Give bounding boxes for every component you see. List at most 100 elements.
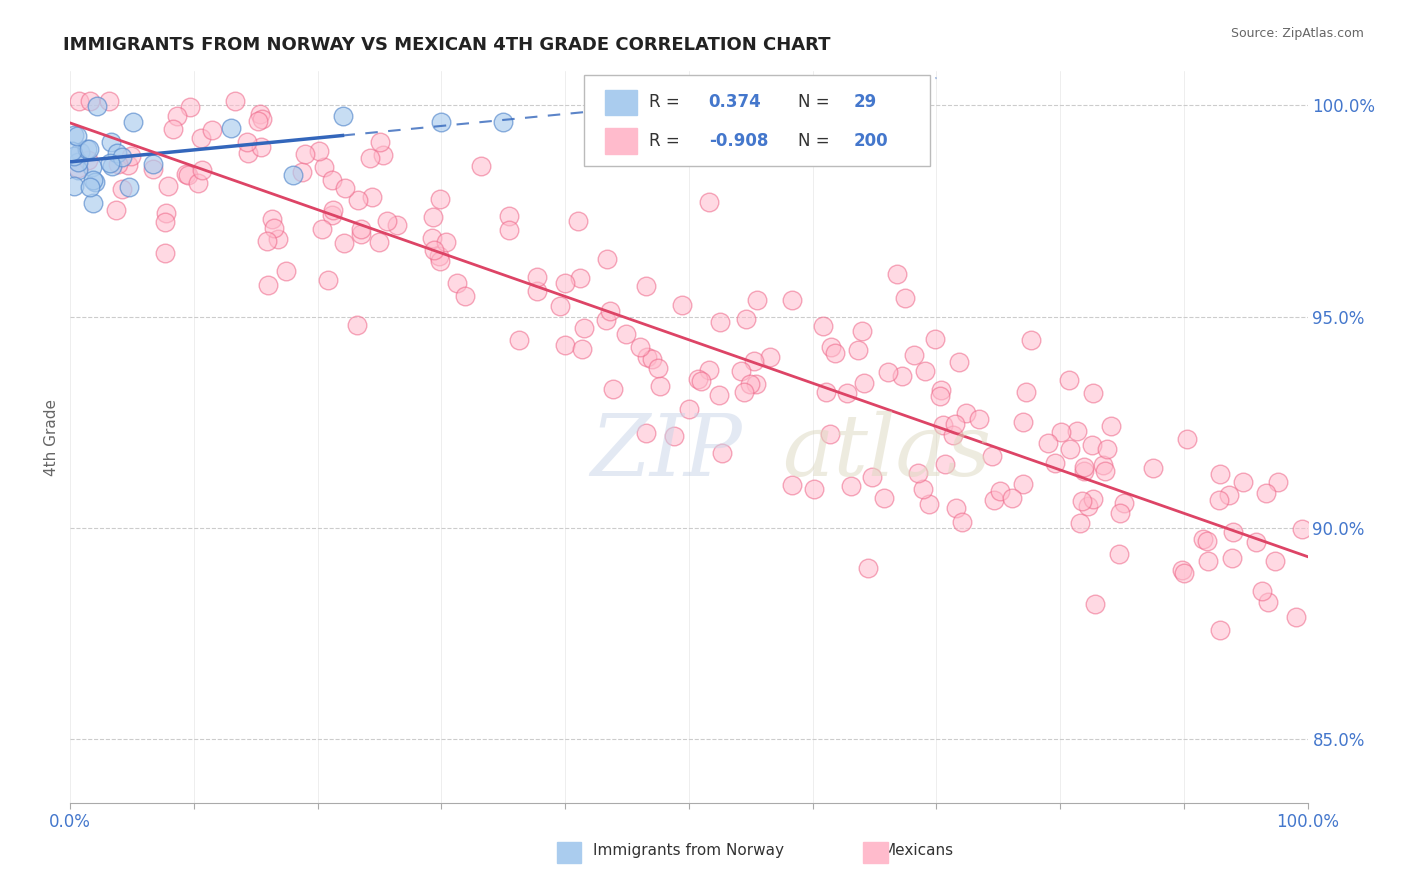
Point (671, 298, 693, 312)
Point (263, 221, 285, 235)
Bar (863, 842, 889, 863)
Point (697, 363, 720, 377)
Point (988, 484, 1011, 499)
Point (67, 161, 90, 176)
Text: 29: 29 (853, 93, 877, 112)
Point (1043, 457, 1066, 471)
Text: ZIP: ZIP (591, 410, 742, 493)
Point (689, 374, 711, 388)
Point (599, 304, 621, 318)
Point (1208, 492, 1230, 507)
Point (368, 135, 391, 149)
Point (492, 115, 515, 129)
Point (1099, 419, 1122, 434)
Point (142, 161, 165, 176)
Point (554, 338, 576, 352)
Point (80, 160, 103, 174)
Point (950, 515, 973, 529)
Point (314, 160, 336, 174)
Point (980, 450, 1002, 464)
Point (983, 493, 1005, 508)
Text: N =: N = (797, 132, 830, 150)
Point (1195, 533, 1218, 548)
Point (1069, 516, 1091, 530)
Point (877, 365, 900, 379)
Point (86, 99, 108, 113)
Point (628, 340, 651, 354)
FancyBboxPatch shape (583, 75, 931, 167)
Point (686, 372, 709, 386)
Point (422, 243, 444, 257)
Text: Immigrants from Norway: Immigrants from Norway (593, 843, 785, 858)
Point (1257, 594, 1279, 608)
Point (780, 293, 803, 307)
Point (367, 235, 389, 250)
Point (932, 417, 955, 432)
Point (636, 426, 658, 441)
Point (120, 149, 142, 163)
Point (322, 203, 344, 218)
Point (332, 109, 354, 123)
Point (77, 143, 100, 157)
Point (257, 277, 280, 292)
Point (350, 227, 373, 241)
Text: Mexicans: Mexicans (883, 843, 953, 858)
Point (60, 144, 83, 158)
Point (1011, 477, 1033, 491)
Point (636, 279, 658, 293)
Point (187, 177, 209, 191)
Point (1081, 385, 1104, 400)
Point (907, 467, 929, 481)
Point (526, 270, 548, 285)
Point (166, 109, 188, 123)
Point (155, 215, 177, 229)
Point (430, 115, 453, 129)
Point (851, 324, 873, 338)
Point (1267, 475, 1289, 489)
Point (1142, 461, 1164, 475)
Point (249, 106, 271, 120)
Point (429, 192, 451, 206)
Point (709, 315, 731, 329)
Point (1073, 460, 1095, 475)
Point (873, 491, 896, 505)
Point (111, 151, 134, 165)
Point (191, 163, 214, 178)
Point (554, 276, 576, 290)
Text: 0.374: 0.374 (709, 93, 762, 112)
Text: -0.908: -0.908 (709, 132, 768, 150)
Point (1232, 475, 1254, 490)
Point (1251, 584, 1274, 599)
Point (934, 457, 956, 471)
Point (945, 500, 967, 515)
Point (1197, 554, 1219, 568)
Text: 200: 200 (853, 132, 889, 150)
Text: R =: R = (650, 93, 681, 112)
Point (641, 352, 664, 367)
Point (664, 429, 686, 443)
Point (470, 159, 492, 173)
Point (308, 144, 330, 158)
Point (1285, 610, 1308, 624)
Point (262, 212, 284, 227)
Point (860, 470, 883, 484)
Point (567, 213, 589, 227)
Point (236, 135, 259, 149)
Text: Source: ZipAtlas.com: Source: ZipAtlas.com (1230, 27, 1364, 40)
Point (385, 218, 408, 232)
Point (942, 428, 965, 442)
Point (101, 159, 124, 173)
Point (333, 181, 356, 195)
Point (1066, 425, 1088, 439)
Point (893, 291, 915, 305)
Point (929, 389, 952, 403)
Point (1036, 435, 1059, 450)
Point (818, 426, 841, 441)
Point (274, 264, 297, 278)
Point (1083, 492, 1105, 507)
Point (100, 135, 122, 149)
Point (247, 114, 270, 128)
Point (846, 343, 869, 357)
Point (568, 271, 591, 285)
Point (803, 482, 825, 496)
